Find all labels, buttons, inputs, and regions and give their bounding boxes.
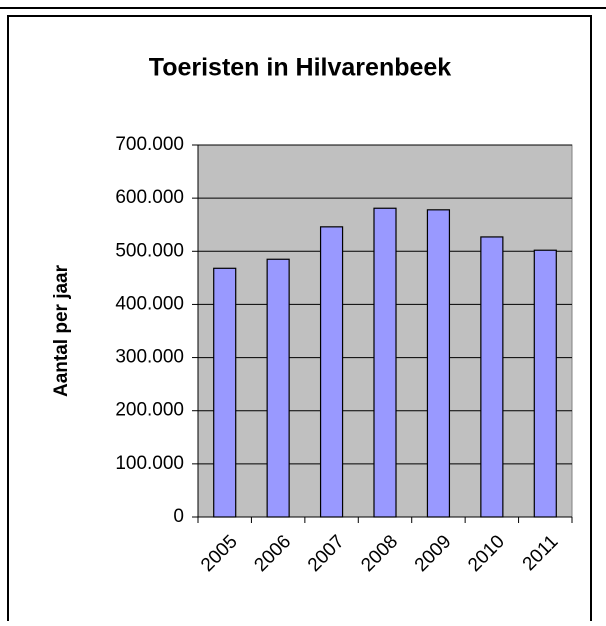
bar [426,209,451,518]
y-tick-label: 600.000 [115,187,184,208]
bar [213,267,237,518]
bar [319,226,344,518]
y-tick-label: 500.000 [115,240,184,261]
bar [373,207,397,518]
y-tick-label: 200.000 [115,400,184,421]
y-tick-label: 0 [173,506,184,527]
bar [533,249,557,518]
y-tick-label: 700.000 [115,134,184,155]
y-tick-label: 300.000 [115,347,184,368]
chart-title: Toeristen in Hilvarenbeek [149,54,452,82]
y-tick-label: 400.000 [115,293,184,314]
y-axis-label: Aantal per jaar [51,264,72,397]
y-tick-label: 100.000 [115,453,184,474]
bar [266,258,290,518]
bar [480,236,504,518]
